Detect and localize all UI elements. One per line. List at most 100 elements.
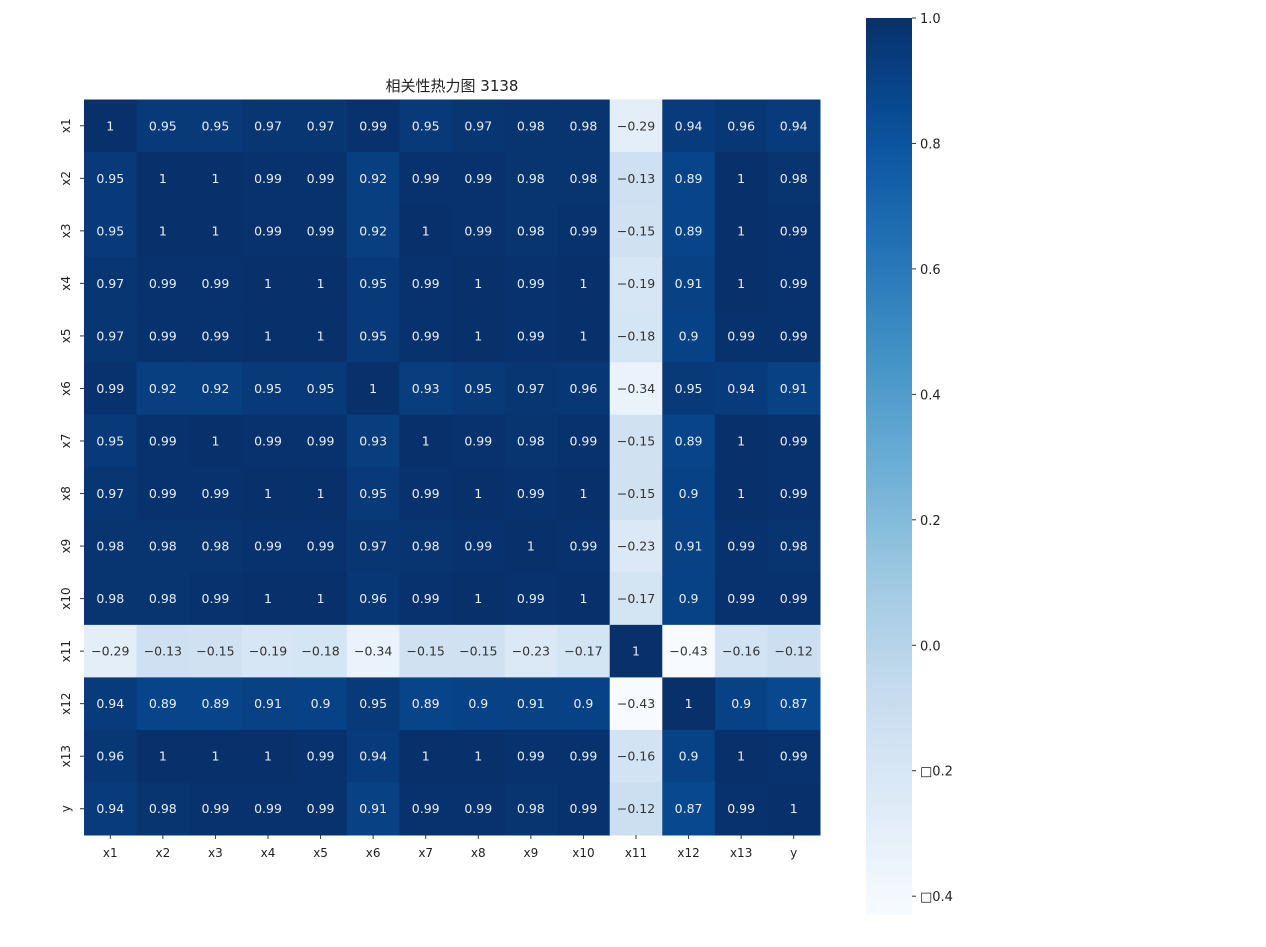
cell-label: 1 — [211, 171, 219, 186]
cell-label: 0.95 — [96, 171, 124, 186]
colorbar-tick-label: 0.0 — [920, 639, 941, 654]
cell-label: 0.99 — [464, 171, 492, 186]
heatmap-cell — [399, 729, 453, 783]
cell-label: 0.99 — [149, 276, 177, 291]
cell-label: 1 — [685, 696, 693, 711]
heatmap-cell — [767, 677, 821, 731]
cell-label: 0.99 — [780, 328, 808, 343]
cell-label: 0.98 — [96, 539, 124, 554]
heatmap-cell — [84, 152, 138, 206]
cell-label: 0.99 — [570, 223, 598, 238]
cell-label: 1 — [159, 171, 167, 186]
cell-label: 1 — [579, 276, 587, 291]
heatmap-cell — [714, 414, 768, 468]
heatmap-cell — [609, 414, 663, 468]
heatmap-cell — [346, 572, 400, 626]
heatmap-cell — [609, 99, 663, 153]
heatmap-cell — [714, 309, 768, 363]
chart-title: 相关性热力图 3138 — [386, 77, 519, 95]
heatmap-cell — [714, 152, 768, 206]
cell-label: 0.98 — [517, 801, 545, 816]
cell-label: 0.98 — [570, 171, 598, 186]
heatmap-cell — [557, 782, 611, 836]
cell-label: 0.97 — [254, 118, 282, 133]
cell-label: −0.19 — [617, 276, 655, 291]
x-tick-label: x6 — [366, 846, 381, 860]
heatmap-cell — [714, 204, 768, 258]
heatmap-cell — [294, 677, 348, 731]
cell-label: 0.98 — [96, 591, 124, 606]
heatmap-cell — [452, 257, 506, 311]
cell-label: 0.99 — [464, 433, 492, 448]
cell-label: −0.13 — [144, 644, 182, 659]
cell-label: 0.91 — [359, 801, 387, 816]
cell-label: 1 — [474, 276, 482, 291]
y-tick-label: x2 — [59, 171, 73, 186]
heatmap-cell — [136, 152, 190, 206]
cell-label: 1 — [474, 328, 482, 343]
cell-label: −0.29 — [617, 118, 655, 133]
colorbar-tick-label: □0.4 — [920, 890, 953, 905]
heatmap-cell — [557, 677, 611, 731]
heatmap-cell — [294, 99, 348, 153]
cell-label: 0.99 — [307, 801, 335, 816]
heatmap-cell — [662, 782, 716, 836]
cell-label: 0.98 — [517, 433, 545, 448]
cell-label: 1 — [211, 433, 219, 448]
cell-label: 0.99 — [254, 539, 282, 554]
cell-label: 0.98 — [517, 223, 545, 238]
heatmap-cell — [189, 519, 243, 573]
cell-label: 1 — [264, 591, 272, 606]
cell-label: −0.43 — [669, 644, 707, 659]
cell-label: −0.34 — [354, 644, 392, 659]
y-tick-label: x5 — [59, 329, 73, 344]
heatmap-cell — [504, 467, 558, 521]
heatmap-cell — [346, 467, 400, 521]
heatmap-cell — [136, 624, 190, 678]
cell-label: 1 — [579, 328, 587, 343]
heatmap-cell — [294, 204, 348, 258]
heatmap-cell — [504, 624, 558, 678]
heatmap-cell — [767, 467, 821, 521]
cell-label: 1 — [737, 749, 745, 764]
x-tick-label: x1 — [103, 846, 118, 860]
cell-label: 0.99 — [202, 328, 230, 343]
heatmap-cell — [452, 624, 506, 678]
cell-label: 0.95 — [359, 276, 387, 291]
cell-label: 0.87 — [780, 696, 808, 711]
cell-label: 0.99 — [307, 171, 335, 186]
cell-label: 0.99 — [517, 276, 545, 291]
heatmap-cell — [557, 414, 611, 468]
heatmap-cell — [609, 782, 663, 836]
heatmap-cell — [241, 729, 295, 783]
heatmap-cell — [557, 99, 611, 153]
heatmap-cell — [399, 624, 453, 678]
heatmap-cell — [662, 572, 716, 626]
heatmap-cell — [609, 519, 663, 573]
cell-label: 0.95 — [149, 118, 177, 133]
x-tick-label: x8 — [471, 846, 486, 860]
heatmap-cell — [241, 257, 295, 311]
heatmap-cell — [346, 519, 400, 573]
x-axis: x1 x2 x3 x4 x5 x6 x7 x8 x9 x10 x11 x12 x13 y — [103, 835, 797, 860]
cell-label: 0.89 — [675, 223, 703, 238]
cell-label: 0.87 — [675, 801, 703, 816]
cell-label: 0.99 — [570, 801, 598, 816]
cell-label: 0.89 — [149, 696, 177, 711]
heatmap-cell — [84, 519, 138, 573]
cell-label: 0.98 — [517, 118, 545, 133]
heatmap-cell — [294, 729, 348, 783]
cell-label: 0.9 — [311, 696, 331, 711]
heatmap-cell — [189, 362, 243, 416]
cell-label: 0.9 — [679, 328, 699, 343]
heatmap-cell — [241, 624, 295, 678]
colorbar-axis: 1.0 0.8 0.6 0.4 0.2 0.0 □0.2 □0.4 — [912, 12, 953, 905]
cell-label: −0.17 — [564, 644, 602, 659]
cell-label: 0.92 — [202, 381, 230, 396]
heatmap-cell — [136, 729, 190, 783]
cell-label: 0.98 — [780, 171, 808, 186]
cell-label: 1 — [211, 749, 219, 764]
cell-label: 0.99 — [727, 328, 755, 343]
cell-label: 0.91 — [675, 539, 703, 554]
cell-label: 0.93 — [412, 381, 440, 396]
